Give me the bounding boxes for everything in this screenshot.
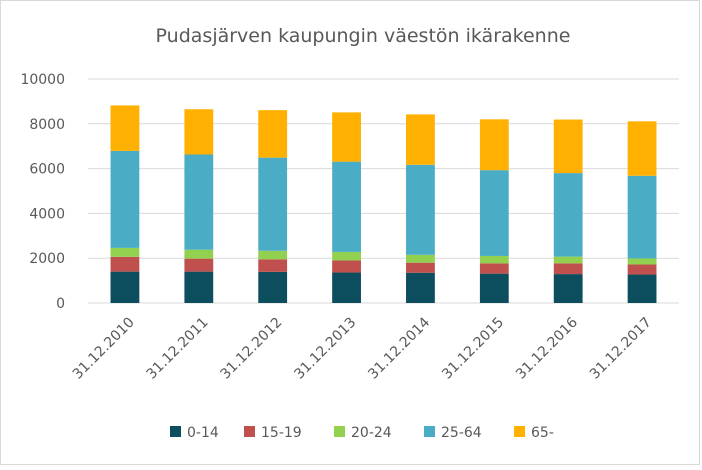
bar-segment-25-64-31.12.2013 xyxy=(332,161,361,252)
bar-segment-0-14-31.12.2013 xyxy=(332,272,361,303)
legend-label: 15-19 xyxy=(261,425,302,441)
bar-segment-25-64-31.12.2014 xyxy=(406,164,435,255)
legend-item-25-64: 25-64 xyxy=(424,425,482,441)
bar-segment-15-19-31.12.2014 xyxy=(406,262,435,273)
bar-segment-15-19-31.12.2012 xyxy=(258,259,288,272)
bar-segment-0-14-31.12.2017 xyxy=(627,274,657,303)
bar-segment-0-14-31.12.2016 xyxy=(553,274,583,303)
bar-segment-25-64-31.12.2017 xyxy=(627,175,657,259)
legend-label: 65- xyxy=(531,425,554,441)
bar-segment-15-19-31.12.2013 xyxy=(332,260,361,273)
x-tick-label: 31.12.2010 xyxy=(70,315,138,383)
x-tick-label: 31.12.2013 xyxy=(291,315,359,383)
legend-swatch xyxy=(514,426,525,437)
legend-label: 20-24 xyxy=(351,425,392,441)
bar-segment-20-24-31.12.2016 xyxy=(553,256,583,264)
y-tick-label: 2000 xyxy=(29,251,65,267)
bar-segment-15-19-31.12.2010 xyxy=(110,256,140,272)
bar-segment-0-14-31.12.2010 xyxy=(110,271,140,303)
bar-segment-65--31.12.2017 xyxy=(627,121,657,176)
x-tick-label: 31.12.2011 xyxy=(144,315,212,383)
bar-segment-25-64-31.12.2010 xyxy=(110,150,140,248)
bar-segment-20-24-31.12.2017 xyxy=(627,258,657,265)
legend-item-20-24: 20-24 xyxy=(334,425,392,441)
bar-segment-20-24-31.12.2015 xyxy=(479,255,509,264)
x-tick-label: 31.12.2017 xyxy=(587,315,655,383)
bar-segment-65--31.12.2013 xyxy=(332,112,361,162)
legend-item-65-: 65- xyxy=(514,425,554,441)
bar-segment-20-24-31.12.2013 xyxy=(332,251,361,261)
legend-item-15-19: 15-19 xyxy=(244,425,302,441)
bar-segment-65--31.12.2016 xyxy=(553,119,583,174)
bar-segment-0-14-31.12.2014 xyxy=(406,272,435,303)
bar-segment-65--31.12.2011 xyxy=(184,109,214,155)
bar-segment-15-19-31.12.2015 xyxy=(479,263,509,274)
y-tick-label: 10000 xyxy=(20,72,65,88)
bar-segment-25-64-31.12.2016 xyxy=(553,173,583,257)
x-tick-label: 31.12.2014 xyxy=(365,314,433,382)
bar-segment-65--31.12.2015 xyxy=(479,119,509,171)
x-tick-label: 31.12.2015 xyxy=(439,315,507,383)
bar-segment-20-24-31.12.2012 xyxy=(258,250,288,260)
bar-segment-15-19-31.12.2011 xyxy=(184,258,214,272)
legend-label: 25-64 xyxy=(441,425,482,441)
bar-segment-15-19-31.12.2017 xyxy=(627,264,657,275)
bar-segment-20-24-31.12.2014 xyxy=(406,254,435,263)
legend-swatch xyxy=(424,426,435,437)
bar-segment-20-24-31.12.2011 xyxy=(184,249,214,259)
bar-segment-65--31.12.2012 xyxy=(258,110,288,158)
bar-segment-20-24-31.12.2010 xyxy=(110,247,140,257)
legend-swatch xyxy=(170,426,181,437)
legend-swatch xyxy=(244,426,255,437)
legend-label: 0-14 xyxy=(187,425,219,441)
chart-title: Pudasjärven kaupungin väestön ikärakenne xyxy=(156,25,571,47)
legend-item-0-14: 0-14 xyxy=(170,425,219,441)
y-tick-label: 8000 xyxy=(29,117,65,133)
bar-segment-0-14-31.12.2011 xyxy=(184,271,214,303)
legend-swatch xyxy=(334,426,345,437)
y-tick-label: 6000 xyxy=(29,162,65,178)
bar-segment-0-14-31.12.2012 xyxy=(258,271,288,303)
bar-segment-0-14-31.12.2015 xyxy=(479,273,509,303)
y-tick-label: 4000 xyxy=(29,206,65,222)
bar-segment-25-64-31.12.2015 xyxy=(479,170,509,256)
x-tick-label: 31.12.2016 xyxy=(513,314,581,382)
bar-segment-65--31.12.2014 xyxy=(406,114,435,165)
x-tick-label: 31.12.2012 xyxy=(218,315,286,383)
bar-segment-65--31.12.2010 xyxy=(110,105,140,151)
bar-segment-15-19-31.12.2016 xyxy=(553,263,583,275)
bar-segment-25-64-31.12.2012 xyxy=(258,157,288,251)
bar-segment-25-64-31.12.2011 xyxy=(184,154,214,250)
y-tick-label: 0 xyxy=(56,296,65,312)
